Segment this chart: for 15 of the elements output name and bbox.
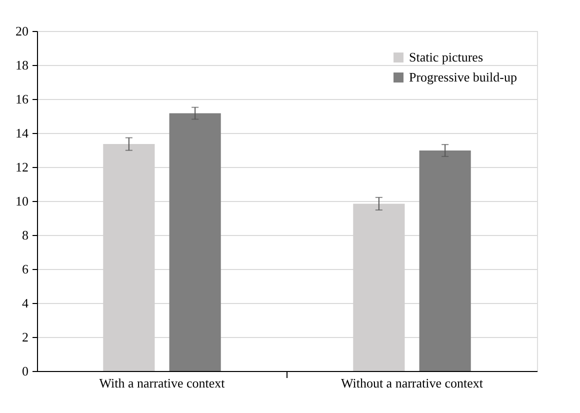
- y-tick-label: 4: [22, 296, 29, 310]
- y-tick-label: 14: [16, 126, 29, 140]
- y-tick-label: 20: [16, 24, 28, 38]
- x-tick-label: Without a narrative context: [340, 376, 484, 390]
- y-tick-label: 2: [22, 330, 28, 344]
- y-tick-label: 6: [22, 262, 29, 276]
- y-tick-label: 18: [16, 58, 28, 72]
- y-tick-label: 16: [16, 92, 29, 106]
- y-tick-label: 0: [22, 364, 28, 378]
- y-tick-label: 10: [16, 194, 28, 208]
- legend-label: Progressive build-up: [409, 70, 517, 84]
- x-tick-label: With a narrative context: [99, 376, 226, 390]
- y-tick-label: 8: [22, 228, 28, 242]
- y-tick-label: 12: [16, 160, 28, 174]
- legend-label: Static pictures: [409, 50, 484, 64]
